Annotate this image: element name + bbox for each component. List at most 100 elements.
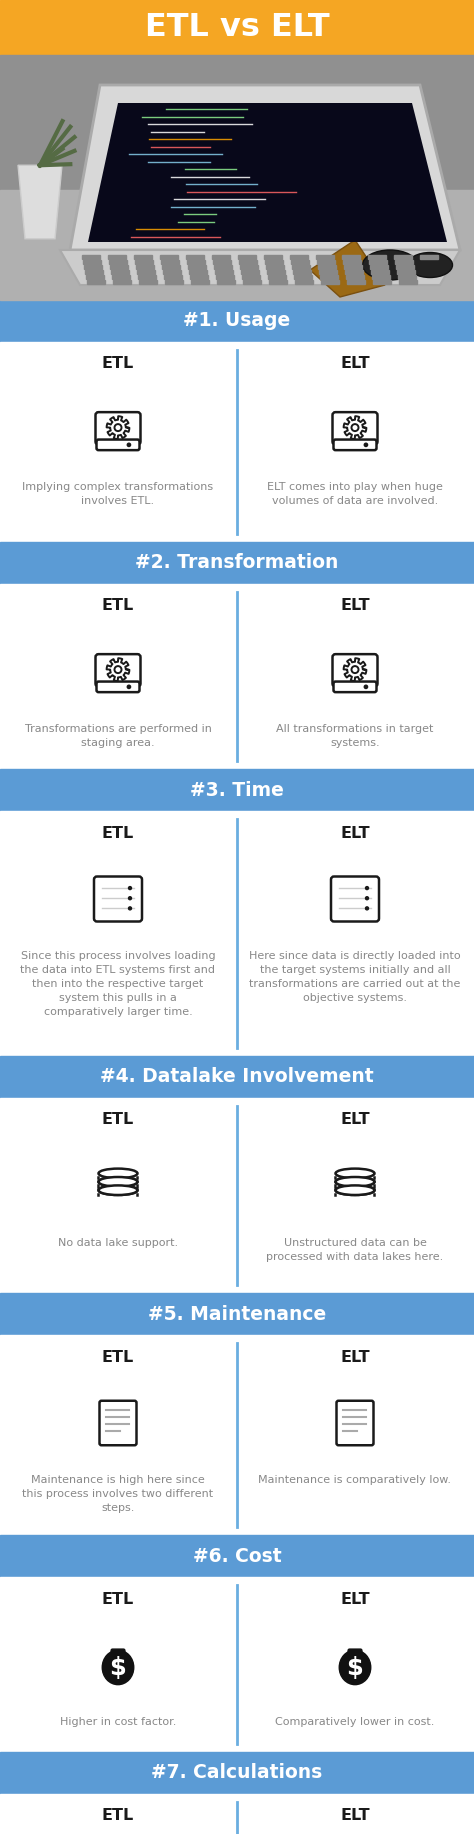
Bar (295, 281, 313, 284)
Text: $: $ (346, 1656, 364, 1680)
Bar (83, 260, 101, 264)
Ellipse shape (102, 1651, 134, 1685)
Text: ETL: ETL (102, 1113, 134, 1128)
Text: Transformations are performed in
staging area.: Transformations are performed in staging… (25, 724, 211, 748)
Ellipse shape (339, 1651, 371, 1685)
Circle shape (365, 897, 368, 900)
Text: Here since data is directly loaded into
the target systems initially and all
tra: Here since data is directly loaded into … (249, 952, 461, 1003)
Text: Unstructured data can be
processed with data lakes here.: Unstructured data can be processed with … (266, 1238, 444, 1262)
Bar (190, 275, 208, 279)
Bar (108, 255, 126, 259)
Bar (0, 1751, 474, 1794)
Bar (372, 275, 390, 279)
FancyBboxPatch shape (334, 440, 376, 449)
Bar (369, 260, 387, 264)
Text: ELT comes into play when huge
volumes of data are involved.: ELT comes into play when huge volumes of… (267, 482, 443, 506)
Bar (188, 264, 206, 270)
Bar (291, 260, 309, 264)
Ellipse shape (336, 1177, 374, 1187)
Bar (112, 275, 130, 279)
Text: ELT: ELT (340, 1350, 370, 1364)
Bar (395, 260, 413, 264)
Text: #7. Calculations: #7. Calculations (151, 1764, 323, 1783)
Text: #1. Usage: #1. Usage (183, 312, 291, 330)
Bar (238, 255, 256, 259)
Bar (290, 255, 308, 259)
Ellipse shape (336, 1185, 374, 1196)
Bar (0, 1099, 474, 1293)
Bar (215, 270, 233, 273)
Bar (370, 264, 388, 270)
Bar (317, 260, 335, 264)
Bar (0, 0, 474, 55)
Bar (346, 275, 364, 279)
Polygon shape (18, 165, 62, 238)
Bar (0, 583, 474, 768)
Text: Implying complex transformations
involves ETL.: Implying complex transformations involve… (22, 482, 214, 506)
Circle shape (128, 886, 131, 889)
Text: Since this process involves loading
the data into ETL systems first and
then int: Since this process involves loading the … (20, 952, 216, 1018)
Bar (294, 275, 312, 279)
Bar (292, 264, 310, 270)
Bar (189, 270, 207, 273)
Bar (342, 255, 360, 259)
Bar (109, 260, 127, 264)
Bar (214, 264, 232, 270)
Ellipse shape (336, 1185, 374, 1196)
Text: ELT: ELT (340, 598, 370, 614)
Bar (212, 255, 230, 259)
Bar (240, 264, 258, 270)
Bar (0, 1335, 474, 1535)
Bar (163, 270, 181, 273)
Circle shape (365, 444, 367, 446)
Bar (345, 270, 363, 273)
FancyBboxPatch shape (332, 655, 377, 686)
Bar (266, 264, 284, 270)
Bar (420, 255, 438, 259)
Polygon shape (60, 249, 460, 284)
Bar (343, 260, 361, 264)
Bar (86, 275, 104, 279)
Bar (243, 281, 261, 284)
Bar (87, 281, 105, 284)
Bar (0, 811, 474, 1056)
Polygon shape (310, 240, 385, 297)
Bar (293, 270, 311, 273)
Bar (111, 270, 129, 273)
Bar (0, 543, 474, 583)
Bar (321, 281, 339, 284)
Bar (269, 281, 287, 284)
Bar (316, 255, 334, 259)
FancyBboxPatch shape (97, 440, 139, 449)
Ellipse shape (99, 1185, 137, 1196)
FancyBboxPatch shape (331, 877, 379, 921)
Text: ELT: ELT (340, 1592, 370, 1607)
Text: ETL: ETL (102, 598, 134, 614)
Text: ETL vs ELT: ETL vs ELT (145, 13, 329, 42)
Bar (264, 255, 282, 259)
Ellipse shape (363, 249, 418, 281)
Ellipse shape (99, 1177, 137, 1187)
Ellipse shape (408, 253, 453, 277)
Circle shape (365, 906, 368, 910)
Bar (135, 260, 153, 264)
Circle shape (365, 686, 367, 688)
Bar (0, 55, 474, 301)
Text: #6. Cost: #6. Cost (193, 1546, 281, 1566)
Bar (136, 264, 154, 270)
Bar (0, 341, 474, 543)
Bar (319, 270, 337, 273)
FancyBboxPatch shape (95, 655, 140, 686)
Bar (187, 260, 205, 264)
Text: #2. Transformation: #2. Transformation (135, 554, 339, 572)
Bar (137, 270, 155, 273)
Bar (138, 275, 156, 279)
Bar (213, 260, 231, 264)
Bar (397, 270, 415, 273)
Bar (396, 264, 414, 270)
Bar (165, 281, 183, 284)
Text: ELT: ELT (340, 1113, 370, 1128)
FancyBboxPatch shape (95, 413, 140, 444)
Text: No data lake support.: No data lake support. (58, 1238, 178, 1247)
Bar (239, 260, 257, 264)
